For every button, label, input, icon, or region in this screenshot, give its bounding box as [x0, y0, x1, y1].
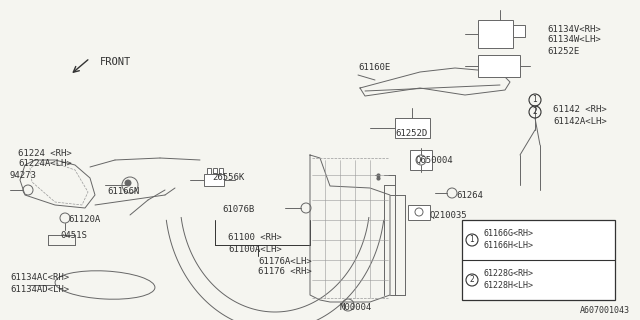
Bar — [462, 220, 615, 300]
Bar — [213, 168, 217, 174]
Text: 94273: 94273 — [10, 171, 37, 180]
Text: 61176 <RH>: 61176 <RH> — [258, 268, 312, 276]
Circle shape — [125, 180, 131, 186]
Text: 61176A<LH>: 61176A<LH> — [258, 257, 312, 266]
Bar — [408, 205, 430, 220]
Text: 2: 2 — [532, 108, 538, 116]
Bar — [395, 118, 430, 138]
Text: Q650004: Q650004 — [416, 156, 454, 164]
Text: 61142A<LH>: 61142A<LH> — [553, 116, 607, 125]
Bar — [478, 55, 520, 77]
Text: 1: 1 — [532, 95, 538, 105]
Bar — [410, 150, 432, 170]
Text: 61224 <RH>: 61224 <RH> — [18, 148, 72, 157]
Bar — [207, 168, 211, 174]
Text: 61252D: 61252D — [395, 129, 428, 138]
Text: FRONT: FRONT — [100, 57, 131, 67]
Text: 61120A: 61120A — [68, 215, 100, 225]
Bar — [219, 168, 223, 174]
Text: 61224A<LH>: 61224A<LH> — [18, 158, 72, 167]
Text: Q210035: Q210035 — [430, 211, 468, 220]
Text: 2: 2 — [470, 276, 474, 284]
Text: 0451S: 0451S — [60, 231, 87, 241]
Text: 61134W<LH>: 61134W<LH> — [547, 36, 601, 44]
Text: 61166H<LH>: 61166H<LH> — [484, 242, 534, 251]
Text: A607001043: A607001043 — [580, 306, 630, 315]
Text: 61166G<RH>: 61166G<RH> — [484, 229, 534, 238]
Text: 61100A<LH>: 61100A<LH> — [228, 244, 282, 253]
Text: 61142 <RH>: 61142 <RH> — [553, 106, 607, 115]
Text: 1: 1 — [470, 236, 474, 244]
Text: 61160E: 61160E — [358, 62, 390, 71]
Text: 61134AC<RH>: 61134AC<RH> — [10, 274, 69, 283]
Text: 61134AD<LH>: 61134AD<LH> — [10, 284, 69, 293]
Text: 61252E: 61252E — [547, 46, 579, 55]
Bar — [513, 25, 525, 37]
Bar — [478, 20, 513, 48]
Text: 61134V<RH>: 61134V<RH> — [547, 26, 601, 35]
Text: 61076B: 61076B — [222, 205, 254, 214]
Text: M00004: M00004 — [340, 303, 372, 313]
Text: 61228H<LH>: 61228H<LH> — [484, 282, 534, 291]
Text: 61166N: 61166N — [107, 188, 140, 196]
Bar — [204, 174, 224, 186]
Text: 61264: 61264 — [456, 191, 483, 201]
Text: 26556K: 26556K — [212, 173, 244, 182]
Text: 61228G<RH>: 61228G<RH> — [484, 269, 534, 278]
Text: 61100 <RH>: 61100 <RH> — [228, 234, 282, 243]
